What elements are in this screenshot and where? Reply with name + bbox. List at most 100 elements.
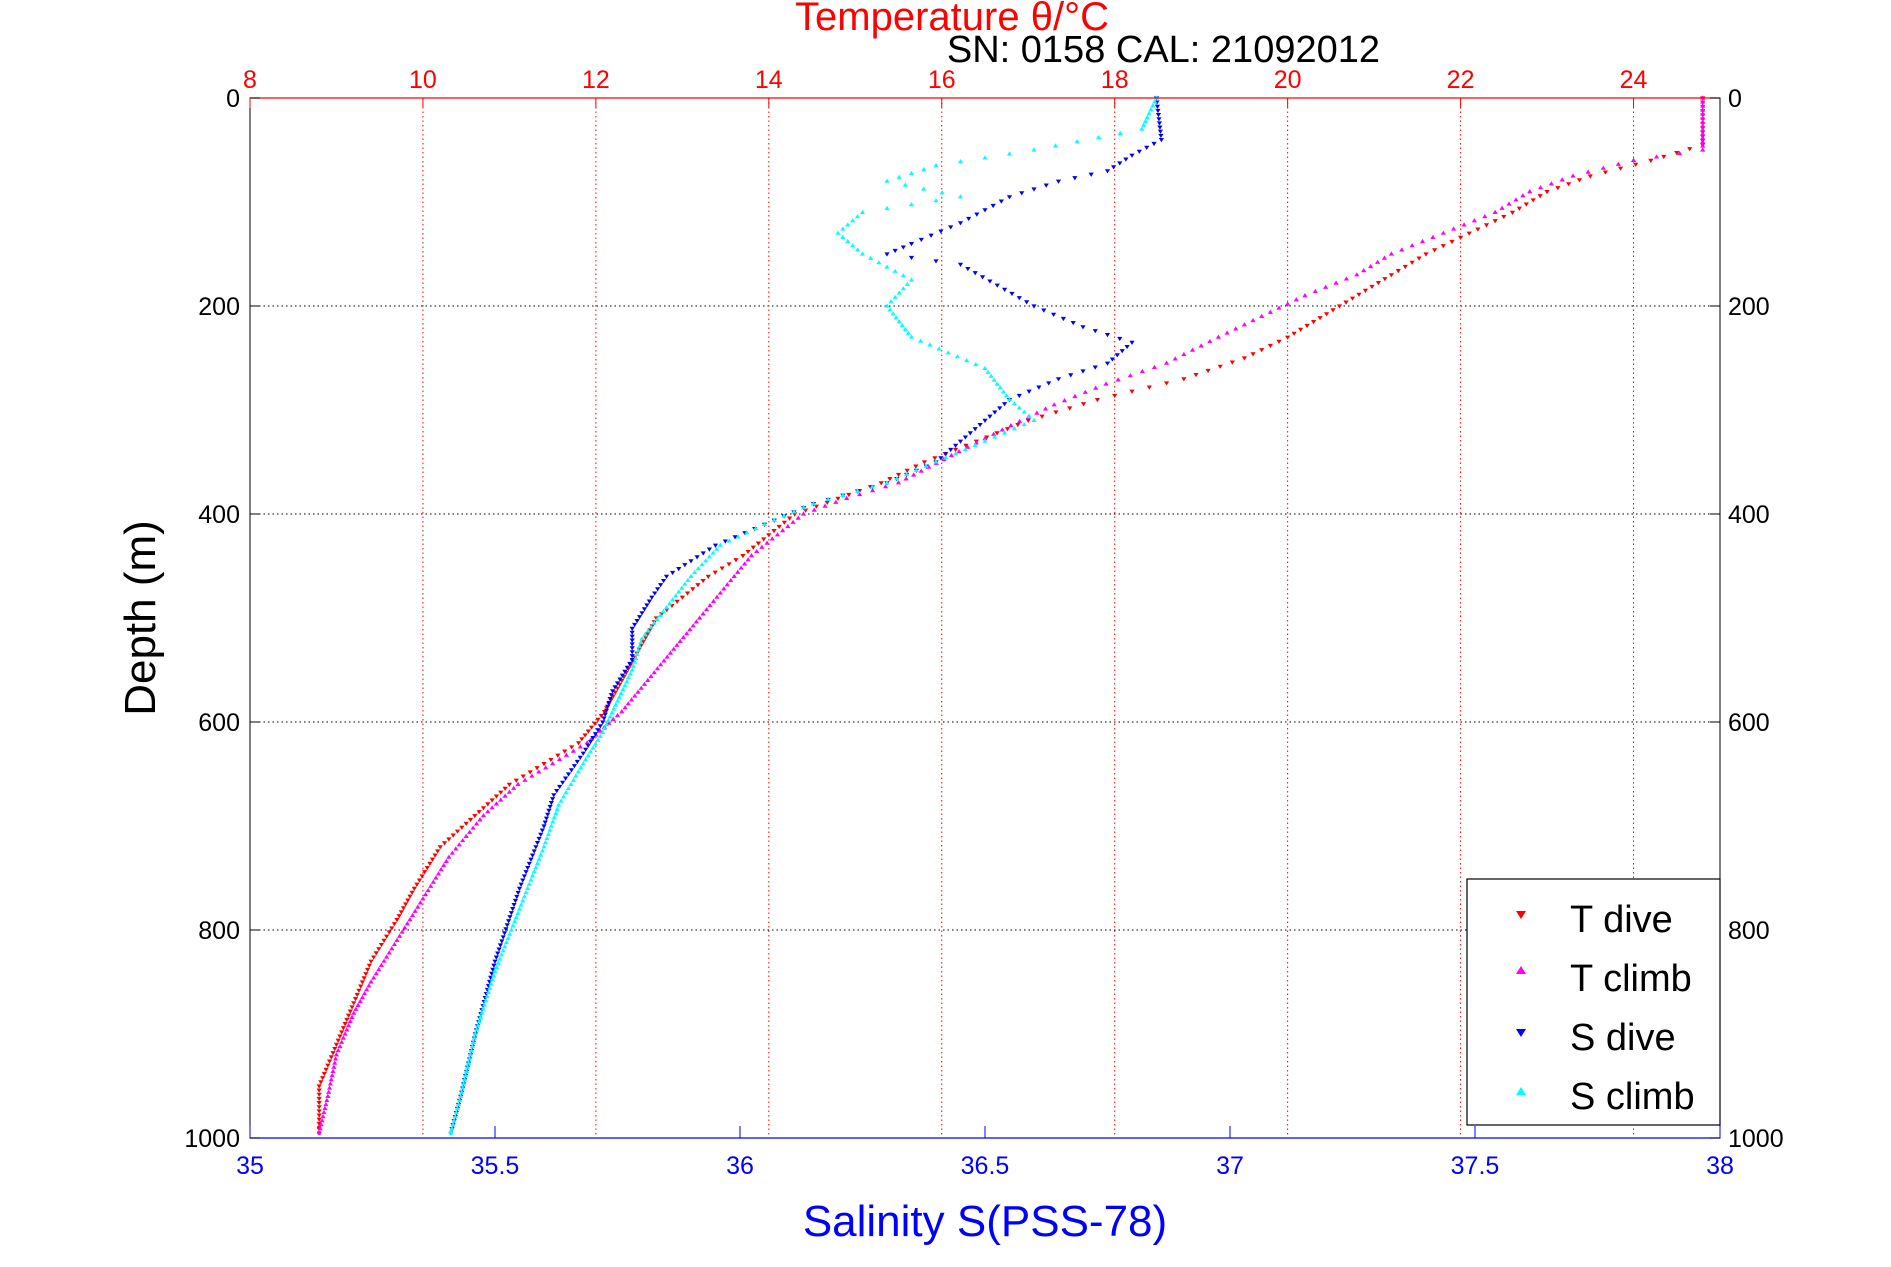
data-point: [536, 856, 542, 861]
data-point: [422, 892, 429, 897]
data-point: [330, 1051, 336, 1056]
data-point: [595, 717, 601, 722]
data-point: [453, 846, 459, 851]
data-point: [868, 255, 874, 260]
data-point: [855, 213, 861, 219]
x-bottom-tick-label: 36.5: [961, 1152, 1010, 1180]
data-point: [551, 793, 557, 798]
data-point: [840, 234, 846, 239]
data-point: [1124, 344, 1130, 350]
data-point: [316, 1109, 322, 1114]
data-point: [1600, 165, 1606, 170]
data-point: [1501, 214, 1507, 220]
data-point: [630, 663, 637, 668]
data-point: [550, 819, 556, 824]
data-point: [984, 435, 990, 440]
x-bottom-tick-label: 36: [726, 1152, 754, 1180]
data-point: [1104, 333, 1111, 338]
data-point: [324, 1097, 330, 1103]
data-point: [1088, 172, 1094, 177]
data-point: [620, 686, 626, 692]
data-point: [710, 598, 717, 603]
y-tick-label-left: 400: [198, 501, 240, 529]
data-point: [316, 1130, 322, 1136]
data-point: [1026, 413, 1032, 418]
data-point: [632, 622, 638, 628]
data-point: [721, 586, 727, 591]
data-point: [1117, 161, 1123, 166]
data-point: [391, 941, 398, 947]
data-point: [542, 840, 549, 845]
data-point: [1250, 317, 1256, 323]
data-point: [326, 1059, 333, 1064]
data-point: [548, 801, 554, 806]
data-point: [957, 194, 964, 199]
data-point: [714, 546, 720, 551]
data-point: [318, 1122, 324, 1127]
data-point: [523, 870, 529, 875]
data-point: [1648, 158, 1654, 163]
data-point: [534, 841, 541, 846]
data-point: [528, 877, 534, 882]
data-point: [547, 827, 553, 832]
data-point: [420, 896, 426, 901]
data-point: [982, 418, 988, 423]
data-point: [612, 690, 618, 695]
data-point: [964, 358, 970, 363]
data-point: [795, 515, 801, 520]
data-point: [1021, 421, 1027, 427]
data-point: [627, 671, 633, 676]
data-point: [1080, 369, 1086, 374]
data-point: [494, 964, 500, 970]
data-point: [601, 716, 607, 721]
data-point: [1193, 373, 1199, 378]
data-point: [463, 833, 469, 838]
data-point: [982, 155, 988, 160]
x-top-tick-label: 16: [928, 66, 956, 94]
data-point: [1224, 330, 1230, 335]
data-point: [583, 747, 589, 752]
data-point: [1267, 343, 1273, 349]
data-point: [674, 599, 680, 604]
data-point: [938, 229, 944, 234]
data-point: [548, 823, 554, 828]
x-bottom-tick-label: 37.5: [1451, 1152, 1500, 1180]
data-point: [728, 577, 734, 583]
data-point: [835, 496, 841, 501]
data-point: [859, 251, 866, 256]
x-bottom-tick-label: 38: [1706, 1152, 1734, 1180]
data-point: [585, 729, 591, 734]
data-point: [495, 951, 501, 956]
data-point: [610, 716, 616, 721]
data-point: [1024, 300, 1030, 305]
data-point: [706, 554, 712, 559]
data-point: [511, 785, 517, 790]
data-point: [474, 1027, 480, 1032]
data-point: [1019, 191, 1025, 196]
data-point: [378, 962, 385, 967]
data-point: [497, 943, 504, 948]
data-point: [407, 917, 413, 922]
data-point: [735, 534, 741, 539]
data-point: [982, 438, 988, 443]
data-point: [495, 960, 501, 965]
data-point: [340, 1026, 346, 1031]
data-point: [323, 1101, 329, 1107]
data-point: [1513, 197, 1519, 202]
data-point: [359, 995, 366, 1000]
data-point: [529, 853, 536, 858]
data-point: [391, 922, 398, 927]
data-point: [483, 998, 489, 1003]
data-point: [1304, 323, 1310, 329]
data-point: [1146, 385, 1152, 390]
data-point: [481, 1002, 488, 1007]
data-point: [479, 1010, 485, 1015]
data-point: [706, 547, 712, 552]
data-point: [982, 365, 988, 370]
legend-label-t-climb: T climb: [1570, 958, 1692, 1000]
data-point: [1139, 126, 1145, 131]
x-top-tick-label: 22: [1447, 66, 1475, 94]
data-point: [605, 718, 611, 723]
data-point: [1104, 361, 1111, 366]
data-point: [896, 174, 902, 179]
